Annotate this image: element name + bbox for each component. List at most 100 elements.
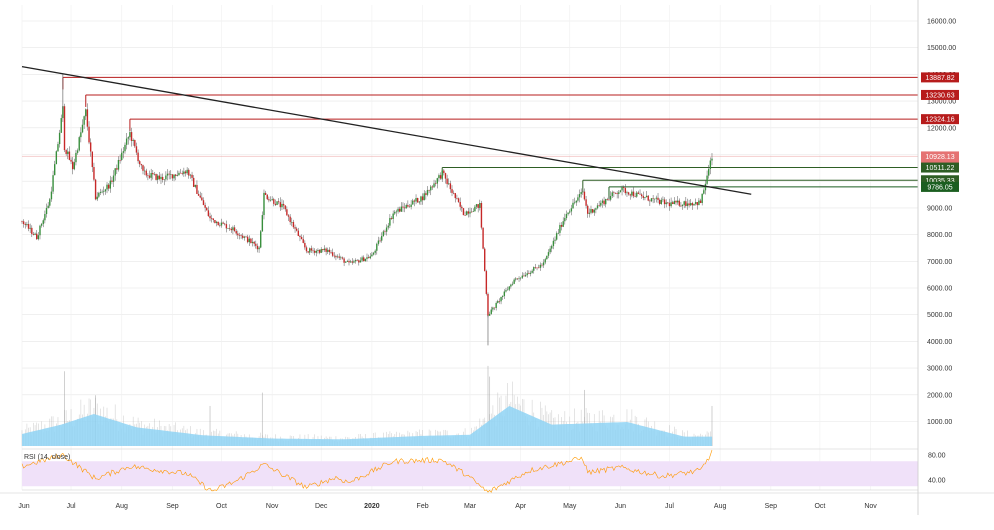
candle-body <box>389 218 391 226</box>
candle-body <box>242 235 244 238</box>
candle-body <box>433 183 435 188</box>
candle-body <box>451 189 453 193</box>
candle-body <box>181 173 183 174</box>
candle-body <box>591 209 594 213</box>
candle-body <box>698 200 700 206</box>
volume-spike <box>64 371 65 446</box>
candle-body <box>42 220 44 224</box>
level-price-tag <box>921 89 959 100</box>
candle-body <box>487 293 489 316</box>
candle-body <box>278 201 280 203</box>
candle-body <box>98 192 100 197</box>
candle-body <box>562 221 564 227</box>
candle-body <box>609 196 612 200</box>
candle-body <box>192 177 195 187</box>
candle-body <box>76 150 79 153</box>
candle-body <box>304 242 306 248</box>
candle-body <box>363 257 365 262</box>
candle-body <box>173 174 175 179</box>
candle-body <box>315 250 318 253</box>
candle-body <box>480 203 483 228</box>
time-tick-label: Jun <box>615 503 626 510</box>
candle-body <box>238 235 241 236</box>
candle-body <box>431 186 434 188</box>
candle-body <box>320 249 322 253</box>
time-tick-label: Aug <box>116 503 129 510</box>
candle-body <box>467 211 470 214</box>
candle-body <box>276 201 278 205</box>
candle-body <box>266 194 268 200</box>
level-price-tag <box>921 175 959 186</box>
volume-spike <box>584 389 585 446</box>
candle-body <box>421 196 424 201</box>
candle-body <box>441 170 443 179</box>
candle-body <box>104 189 107 192</box>
candle-body <box>619 190 622 193</box>
candle-body <box>622 187 625 188</box>
candle-body <box>672 202 674 205</box>
candle-body <box>168 173 170 175</box>
candle-body <box>228 228 231 229</box>
time-tick-label: Oct <box>814 503 825 510</box>
candle-body <box>449 183 452 190</box>
candle-body <box>583 191 586 200</box>
candle-body <box>209 216 211 219</box>
candle-body <box>22 221 25 225</box>
candle-body <box>227 228 229 229</box>
candle-body <box>57 144 59 152</box>
candle-body <box>660 199 662 204</box>
candle-body <box>307 251 309 253</box>
candle-body <box>158 175 161 179</box>
candle-body <box>469 211 471 214</box>
candle-body <box>302 239 304 243</box>
candle-body <box>86 109 89 127</box>
candle-body <box>381 236 383 241</box>
candle-body <box>541 264 543 266</box>
candle-body <box>652 198 654 199</box>
time-tick-label: Jun <box>18 503 29 510</box>
candle-body <box>68 151 71 160</box>
candle-body <box>434 183 437 185</box>
candle-body <box>89 142 92 152</box>
candle-body <box>353 261 355 263</box>
candle-body <box>662 199 664 201</box>
candle-body <box>96 196 98 200</box>
candle-body <box>577 197 579 201</box>
candle-body <box>237 233 239 236</box>
volume-spike <box>489 376 491 446</box>
candle-body <box>555 233 558 240</box>
candle-body <box>101 191 103 193</box>
candle-body <box>179 172 182 174</box>
candle-body <box>336 256 339 258</box>
candle-body <box>708 169 710 176</box>
candle-body <box>418 201 421 203</box>
candle-body <box>415 197 417 202</box>
price-tick-label: 16000.00 <box>927 19 956 26</box>
candle-body <box>202 200 205 206</box>
candle-body <box>640 194 643 197</box>
candle-body <box>580 192 582 195</box>
candle-body <box>354 260 357 262</box>
candle-body <box>135 146 138 153</box>
candle-body <box>457 198 460 202</box>
candle-body <box>632 191 635 197</box>
candle-body <box>171 174 174 179</box>
candle-body <box>461 206 463 209</box>
candle-body <box>134 139 136 147</box>
candle-body <box>335 256 337 258</box>
candle-body <box>681 204 684 207</box>
candle-body <box>45 208 48 215</box>
candle-body <box>299 235 301 238</box>
candle-body <box>284 205 286 210</box>
price-tick-label: 6000.00 <box>927 286 952 293</box>
candle-body <box>318 249 321 253</box>
candle-body <box>425 193 427 195</box>
candle-body <box>91 151 94 168</box>
candle-body <box>83 116 85 125</box>
candle-body <box>686 203 689 206</box>
candle-body <box>572 202 574 209</box>
candle-body <box>26 224 28 225</box>
price-tick-label: 8000.00 <box>927 232 952 239</box>
candle-body <box>379 240 381 242</box>
